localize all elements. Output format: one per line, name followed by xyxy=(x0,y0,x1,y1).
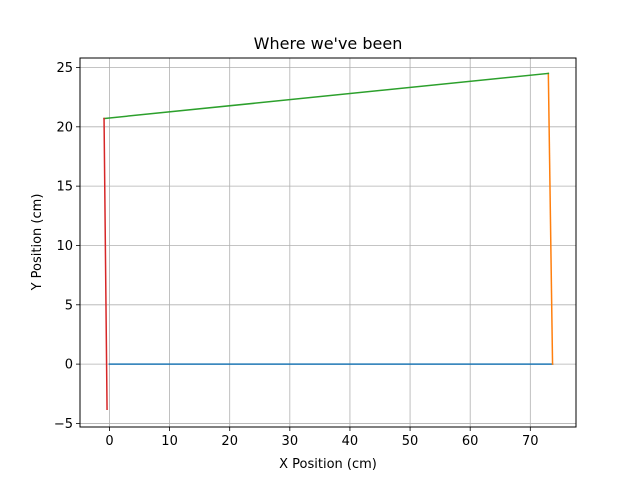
series-line-4 xyxy=(103,117,108,410)
chart-title: Where we've been xyxy=(254,34,403,53)
y-tick-label: 25 xyxy=(56,61,73,76)
y-tick-label: 20 xyxy=(56,120,73,135)
series-line-3 xyxy=(103,72,550,120)
y-axis-label: Y Position (cm) xyxy=(30,194,45,292)
y-tick-label: −5 xyxy=(54,417,73,432)
plot-frame xyxy=(79,57,577,428)
grid xyxy=(80,58,576,427)
x-tick-label: 30 xyxy=(282,434,299,449)
x-tick-label: 40 xyxy=(342,434,359,449)
y-tick-label: 5 xyxy=(65,298,73,313)
y-axis: −5 0 5 10 15 20 25 xyxy=(54,61,80,432)
series-line-2 xyxy=(547,72,554,365)
x-tick-label: 50 xyxy=(402,434,419,449)
x-tick-label: 0 xyxy=(105,434,113,449)
series-group xyxy=(103,72,554,410)
x-axis-label: X Position (cm) xyxy=(279,457,377,472)
y-tick-label: 0 xyxy=(65,358,73,373)
x-tick-label: 10 xyxy=(161,434,178,449)
x-tick-label: 70 xyxy=(522,434,539,449)
x-tick-label: 20 xyxy=(221,434,238,449)
x-tick-label: 60 xyxy=(462,434,479,449)
y-tick-label: 15 xyxy=(56,180,73,195)
x-axis: 0 10 20 30 40 50 60 70 xyxy=(105,427,539,449)
y-tick-label: 10 xyxy=(56,239,73,254)
